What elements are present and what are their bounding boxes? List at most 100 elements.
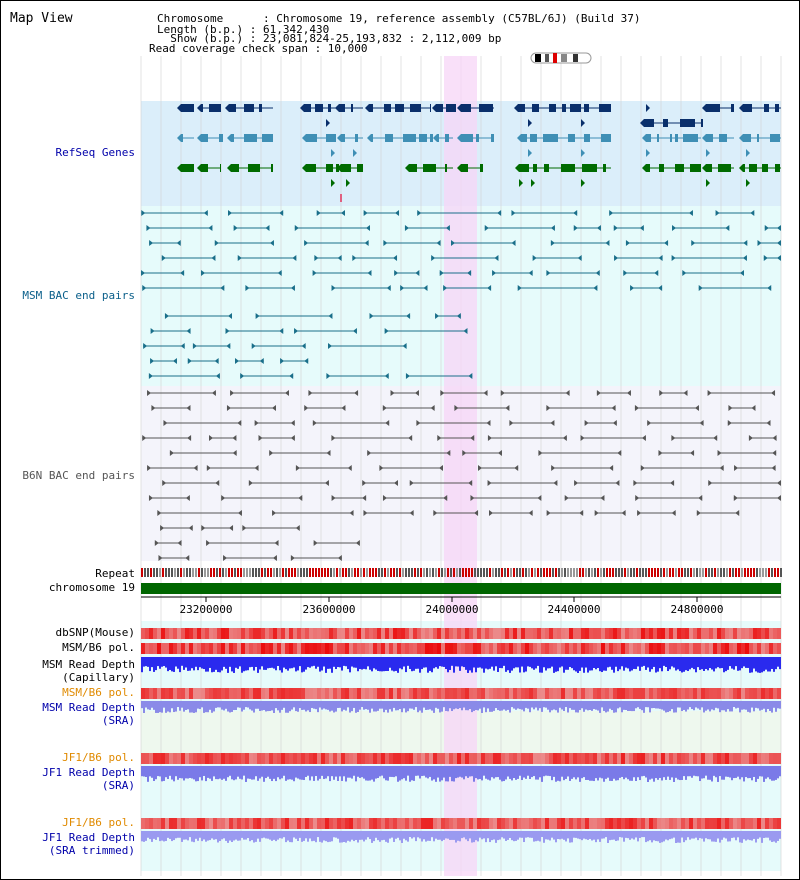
- heat-cell: [405, 628, 409, 639]
- depth-bar: [605, 766, 607, 779]
- heat-cell: [157, 818, 161, 829]
- depth-bar: [197, 831, 199, 841]
- gene-exon: [231, 134, 234, 142]
- heat-cell: [673, 753, 677, 764]
- depth-bar: [421, 701, 423, 713]
- bac-end-marker: [331, 285, 336, 291]
- bac-end-marker: [277, 270, 282, 276]
- depth-bar: [585, 657, 587, 668]
- depth-bar: [661, 657, 663, 672]
- bac-end-marker: [279, 328, 284, 334]
- depth-bar: [279, 701, 281, 713]
- heat-cell: [761, 643, 765, 654]
- depth-bar: [361, 766, 363, 778]
- heat-cell: [349, 753, 353, 764]
- depth-bar: [507, 701, 509, 710]
- heat-cell: [733, 818, 737, 829]
- heat-cell: [413, 643, 417, 654]
- depth-bar: [337, 766, 339, 781]
- depth-bar: [251, 701, 253, 711]
- repeat-mark: [726, 568, 728, 577]
- depth-bar: [597, 831, 599, 840]
- depth-bar: [205, 766, 207, 782]
- depth-bar: [375, 657, 377, 670]
- depth-bar: [295, 831, 297, 839]
- depth-bar: [315, 766, 317, 777]
- heat-cell: [421, 818, 425, 829]
- depth-bar: [315, 701, 317, 710]
- repeat-mark: [285, 568, 287, 577]
- depth-bar: [563, 766, 565, 781]
- depth-bar: [573, 701, 575, 710]
- heat-cell: [173, 628, 177, 639]
- repeat-mark: [363, 568, 365, 577]
- depth-bar: [651, 831, 653, 843]
- depth-bar: [711, 831, 713, 842]
- heat-cell: [721, 688, 725, 699]
- heat-cell: [289, 688, 293, 699]
- heat-cell: [257, 628, 261, 639]
- gene-exon: [659, 164, 664, 172]
- bac-end-marker: [328, 313, 333, 319]
- heat-cell: [725, 628, 729, 639]
- repeat-mark: [228, 568, 230, 577]
- heat-cell: [289, 628, 293, 639]
- heat-cell: [353, 753, 357, 764]
- depth-bar: [145, 657, 147, 667]
- depth-bar: [771, 766, 773, 781]
- heat-cell: [529, 753, 533, 764]
- heat-cell: [385, 628, 389, 639]
- repeat-mark: [585, 568, 587, 577]
- track-label-dbsnp: dbSNP(Mouse): [55, 626, 135, 639]
- depth-bar: [283, 657, 285, 668]
- depth-bar: [717, 701, 719, 709]
- heat-cell: [461, 818, 465, 829]
- depth-bar: [513, 831, 515, 842]
- bac-end-marker: [164, 313, 169, 319]
- depth-bar: [273, 701, 275, 713]
- heat-cell: [505, 628, 509, 639]
- depth-bar: [623, 831, 625, 842]
- heat-cell: [765, 628, 769, 639]
- bac-end-marker: [386, 285, 391, 291]
- depth-bar: [573, 657, 575, 671]
- bac-end-marker: [390, 390, 395, 396]
- gene-exon: [521, 134, 527, 142]
- depth-bar: [267, 657, 269, 669]
- depth-bar: [147, 701, 149, 710]
- heat-cell: [377, 688, 381, 699]
- repeat-mark: [495, 568, 497, 577]
- heat-cell: [153, 688, 157, 699]
- heat-cell: [341, 688, 345, 699]
- heat-cell: [741, 643, 745, 654]
- depth-bar: [481, 701, 483, 713]
- depth-bar: [587, 766, 589, 780]
- depth-bar: [451, 831, 453, 840]
- depth-bar: [495, 831, 497, 843]
- heat-cell: [393, 818, 397, 829]
- repeat-mark: [171, 568, 173, 577]
- repeat-mark: [348, 568, 350, 577]
- bac-end-marker: [382, 495, 387, 501]
- heat-cell: [485, 628, 489, 639]
- repeat-mark: [723, 568, 725, 577]
- depth-bar: [383, 766, 385, 779]
- depth-bar: [569, 701, 571, 709]
- depth-bar: [413, 701, 415, 710]
- depth-bar: [677, 766, 679, 780]
- depth-bar: [283, 831, 285, 838]
- repeat-mark: [546, 568, 548, 577]
- depth-bar: [645, 831, 647, 843]
- depth-bar: [279, 766, 281, 780]
- heat-cell: [501, 628, 505, 639]
- gene-exon: [220, 164, 221, 172]
- heat-cell: [557, 628, 561, 639]
- heat-cell: [465, 753, 469, 764]
- depth-bar: [613, 657, 615, 673]
- heat-cell: [397, 753, 401, 764]
- heat-cell: [249, 628, 253, 639]
- gene-exon: [384, 104, 391, 112]
- depth-bar: [513, 766, 515, 779]
- repeat-mark: [603, 568, 605, 577]
